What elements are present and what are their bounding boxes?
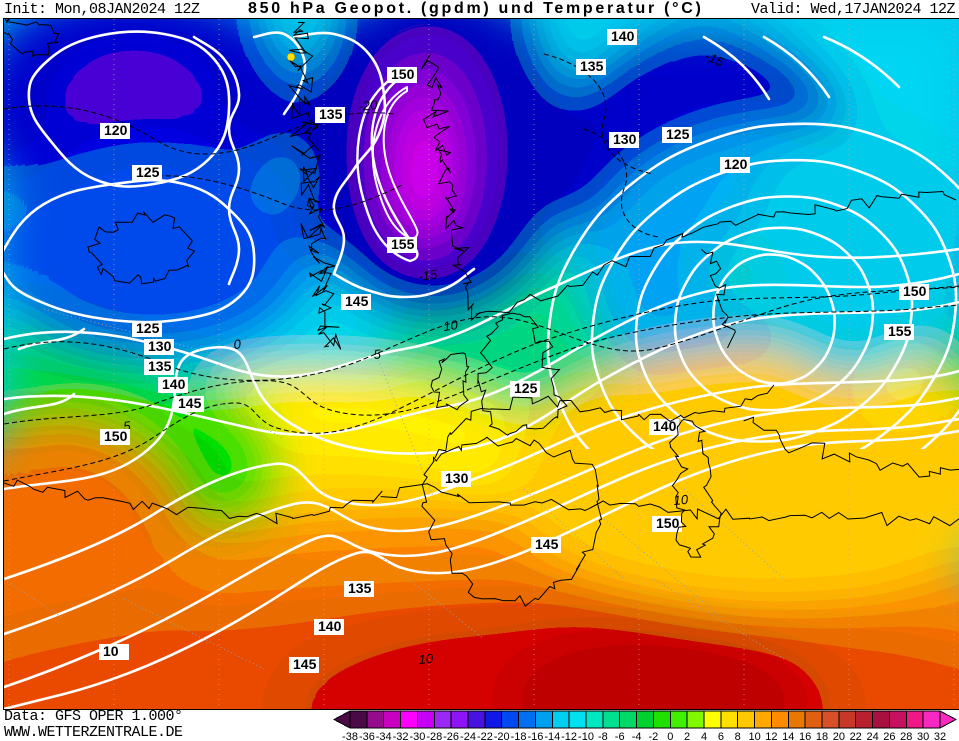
svg-text:125: 125 [136, 164, 160, 180]
svg-text:155: 155 [888, 323, 912, 339]
svg-text:6: 6 [718, 731, 724, 741]
svg-text:-12: -12 [561, 731, 577, 741]
svg-text:145: 145 [535, 536, 559, 552]
svg-text:-26: -26 [443, 731, 459, 741]
svg-text:125: 125 [666, 126, 690, 142]
svg-text:150: 150 [391, 66, 415, 82]
svg-text:-22: -22 [477, 731, 493, 741]
svg-text:-2: -2 [649, 731, 659, 741]
svg-text:130: 130 [148, 338, 172, 354]
svg-text:8: 8 [735, 731, 741, 741]
svg-text:10: 10 [673, 492, 689, 508]
svg-text:10: 10 [418, 651, 434, 667]
svg-text:-20: -20 [358, 97, 379, 114]
svg-text:-28: -28 [426, 731, 442, 741]
svg-text:125: 125 [514, 380, 538, 396]
svg-text:10: 10 [748, 731, 760, 741]
svg-text:-10: -10 [578, 731, 594, 741]
svg-text:-15: -15 [417, 266, 438, 284]
svg-text:135: 135 [580, 58, 604, 74]
svg-text:28: 28 [900, 731, 912, 741]
svg-text:-30: -30 [409, 731, 425, 741]
svg-text:16: 16 [799, 731, 811, 741]
svg-text:135: 135 [348, 580, 372, 596]
svg-text:24: 24 [866, 731, 878, 741]
svg-text:-4: -4 [632, 731, 642, 741]
svg-text:-6: -6 [615, 731, 625, 741]
svg-text:135: 135 [148, 358, 172, 374]
svg-text:-8: -8 [598, 731, 608, 741]
svg-text:140: 140 [318, 618, 342, 634]
svg-text:-24: -24 [460, 731, 476, 741]
svg-text:120: 120 [104, 122, 128, 138]
svg-text:150: 150 [903, 283, 927, 299]
svg-text:-18: -18 [511, 731, 527, 741]
svg-text:-34: -34 [376, 731, 392, 741]
svg-text:125: 125 [136, 320, 160, 336]
svg-text:12: 12 [765, 731, 777, 741]
svg-text:-20: -20 [494, 731, 510, 741]
svg-text:2: 2 [684, 731, 690, 741]
svg-text:140: 140 [611, 28, 635, 44]
svg-text:18: 18 [816, 731, 828, 741]
svg-text:30: 30 [917, 731, 929, 741]
svg-text:-14: -14 [544, 731, 560, 741]
svg-text:145: 145 [293, 656, 317, 672]
svg-text:22: 22 [850, 731, 862, 741]
svg-text:140: 140 [162, 376, 186, 392]
svg-text:4: 4 [701, 731, 707, 741]
svg-text:140: 140 [653, 418, 677, 434]
svg-text:14: 14 [782, 731, 794, 741]
svg-text:-32: -32 [393, 731, 409, 741]
svg-text:120: 120 [724, 156, 748, 172]
svg-text:135: 135 [319, 106, 343, 122]
svg-text:10: 10 [103, 643, 119, 659]
svg-text:20: 20 [833, 731, 845, 741]
svg-text:150: 150 [104, 428, 128, 444]
svg-text:145: 145 [178, 395, 202, 411]
svg-text:26: 26 [883, 731, 895, 741]
svg-text:10: 10 [442, 317, 459, 334]
svg-text:32: 32 [934, 731, 946, 741]
svg-text:-38: -38 [342, 731, 358, 741]
svg-text:155: 155 [391, 236, 415, 252]
svg-text:-16: -16 [527, 731, 543, 741]
svg-text:130: 130 [613, 131, 637, 147]
svg-text:0: 0 [667, 731, 673, 741]
svg-text:145: 145 [345, 293, 369, 309]
svg-text:-36: -36 [359, 731, 375, 741]
svg-text:150: 150 [656, 515, 680, 531]
svg-text:130: 130 [445, 470, 469, 486]
